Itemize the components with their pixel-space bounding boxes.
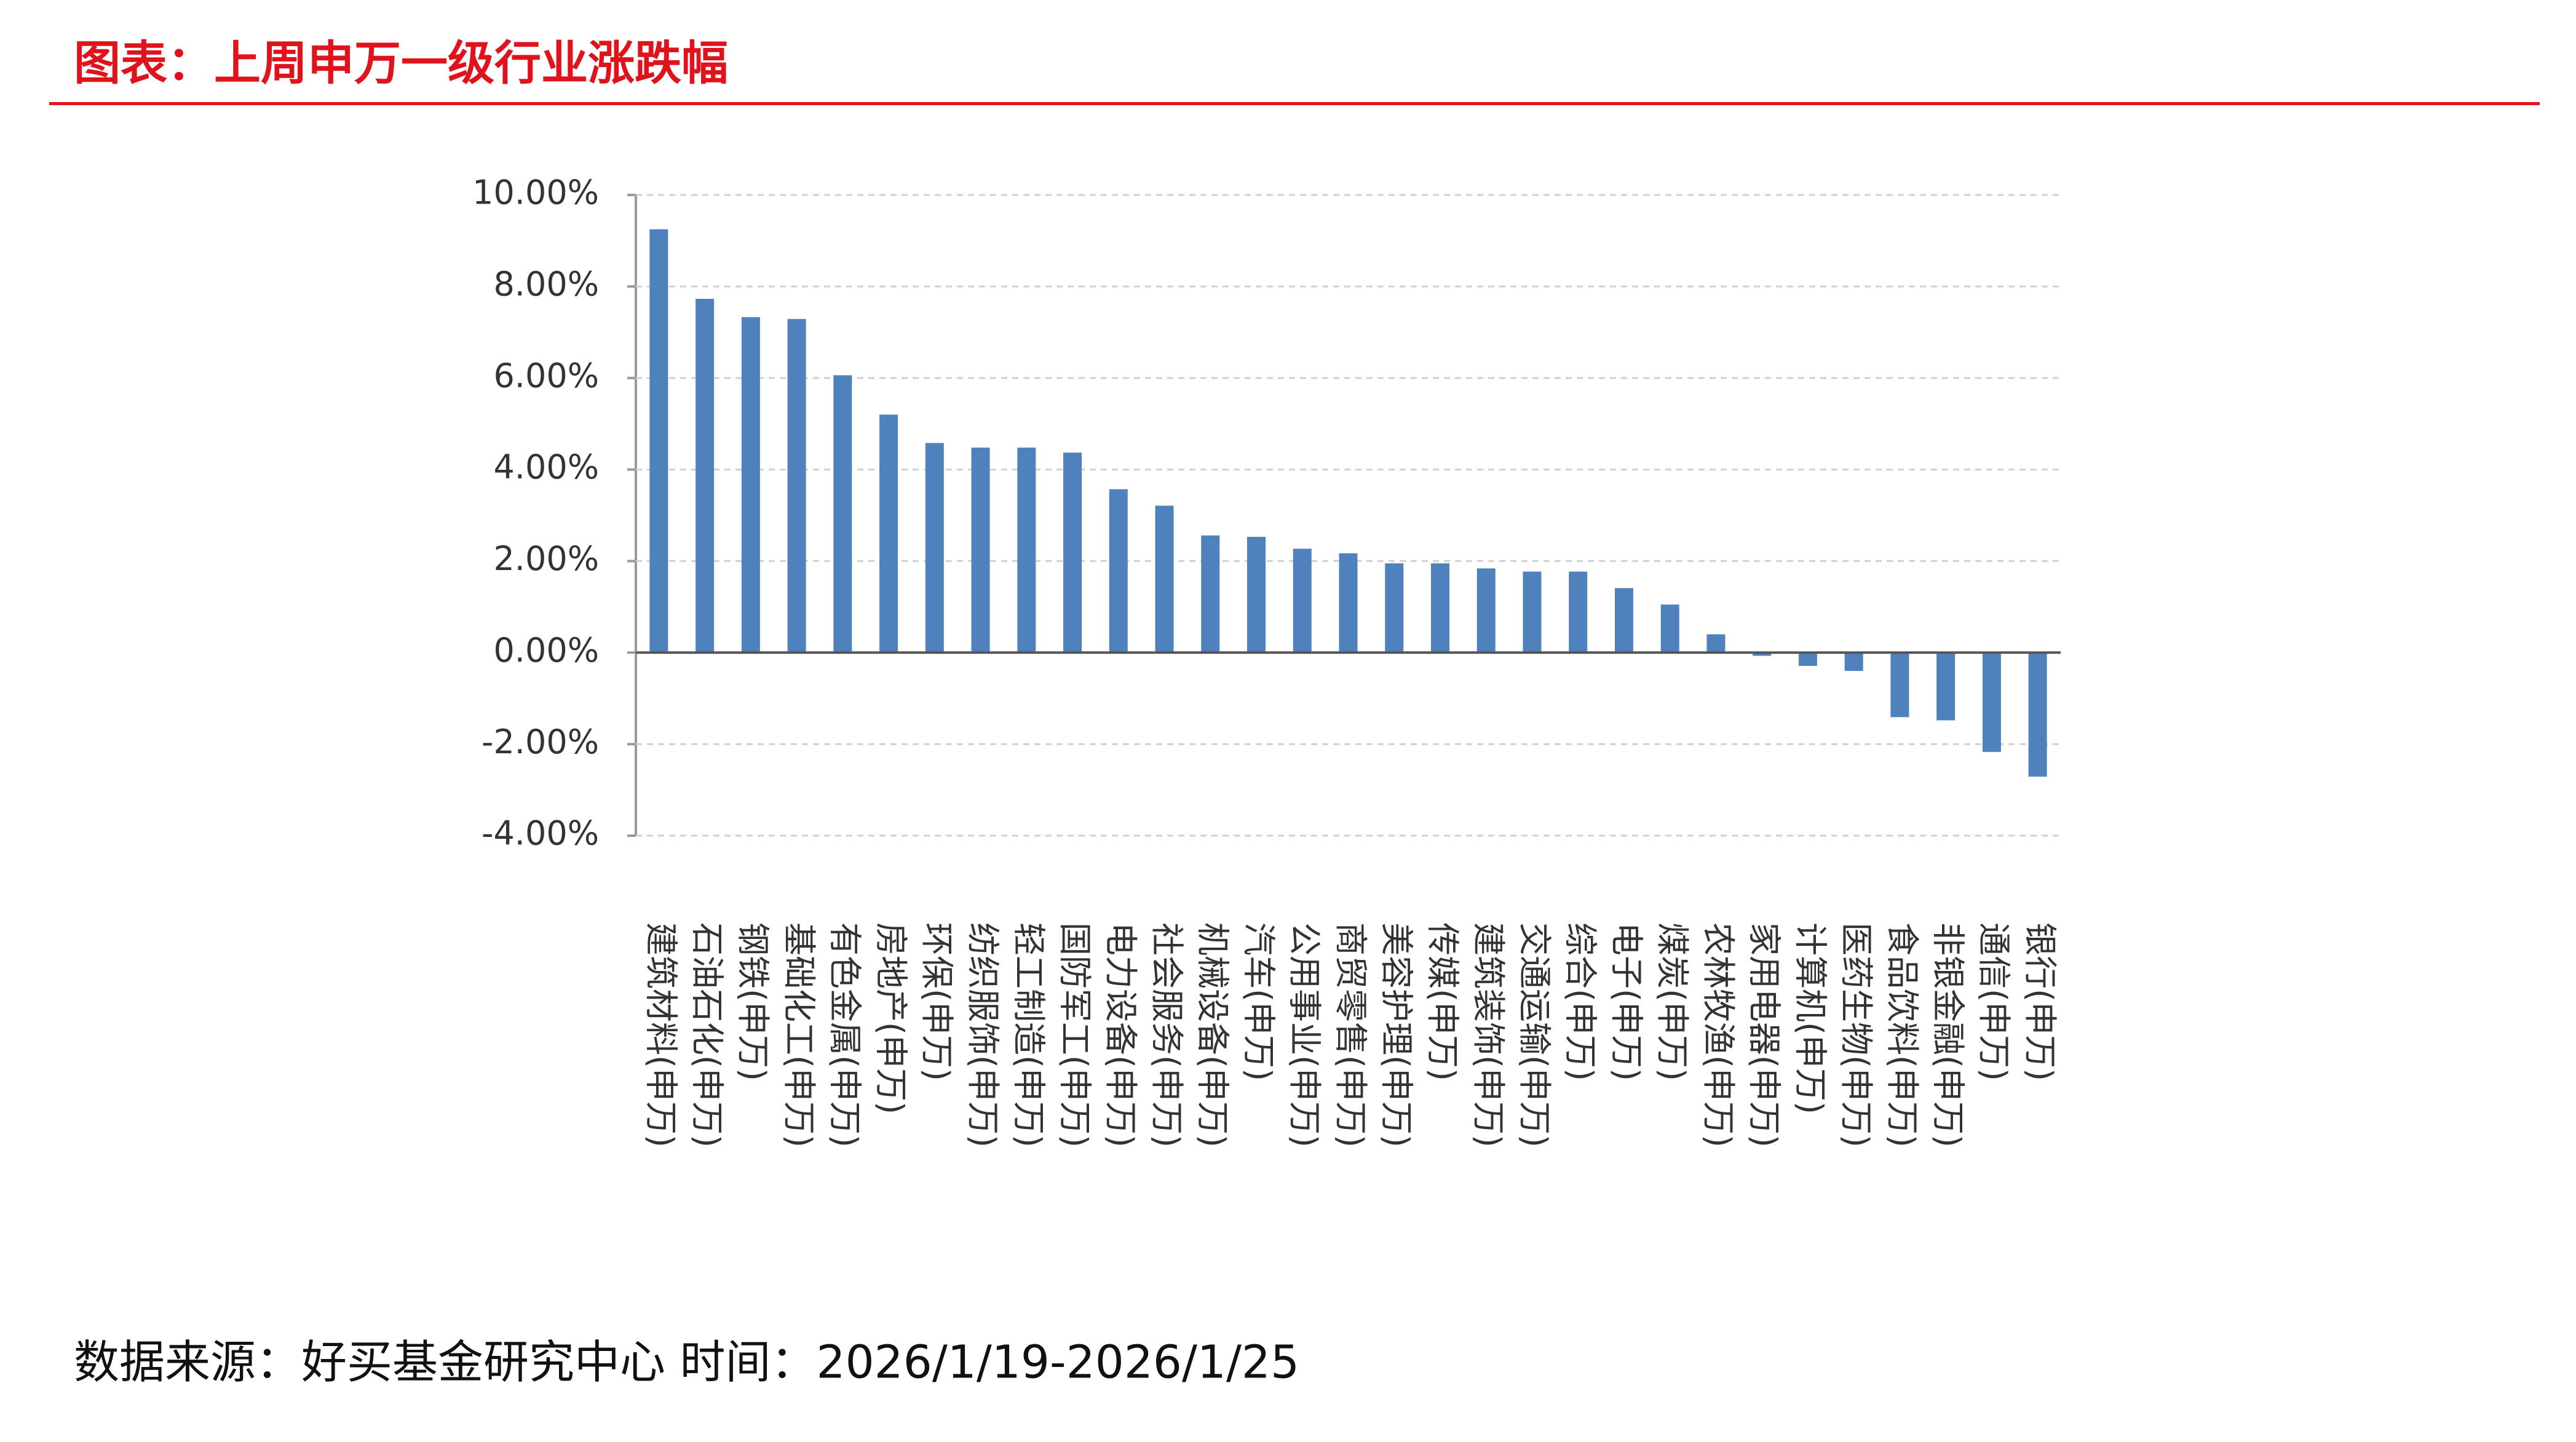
x-tick-label: 石油石化(申万) bbox=[688, 922, 726, 1147]
bar bbox=[1936, 652, 1956, 721]
bar bbox=[1476, 568, 1496, 653]
bar bbox=[696, 298, 715, 653]
x-tick-label: 轻工制造(申万) bbox=[1010, 922, 1048, 1147]
bar bbox=[1890, 652, 1909, 718]
x-tick-label: 纺织服饰(申万) bbox=[964, 922, 1002, 1147]
x-tick-label: 传媒(申万) bbox=[1423, 922, 1462, 1081]
x-tick-label: 国防军工(申万) bbox=[1055, 922, 1094, 1147]
bar bbox=[971, 447, 990, 653]
y-tick-label: 4.00% bbox=[493, 448, 599, 486]
bar bbox=[1706, 634, 1726, 653]
x-tick-label: 通信(申万) bbox=[1975, 922, 2013, 1081]
bar bbox=[925, 443, 944, 653]
x-tick-label: 交通运输(申万) bbox=[1515, 922, 1554, 1147]
bar bbox=[1339, 553, 1358, 653]
x-tick-label: 建筑材料(申万) bbox=[642, 922, 681, 1147]
bar bbox=[1155, 505, 1174, 653]
bar bbox=[1614, 588, 1633, 653]
bar bbox=[741, 317, 760, 653]
x-tick-label: 社会服务(申万) bbox=[1147, 922, 1186, 1147]
y-tick-label: 2.00% bbox=[493, 539, 599, 578]
y-tick-label: 6.00% bbox=[493, 356, 599, 395]
x-tick-label: 商贸零售(申万) bbox=[1331, 922, 1370, 1147]
x-tick-label: 家用电器(申万) bbox=[1745, 922, 1784, 1147]
bar bbox=[1385, 563, 1404, 653]
bar bbox=[1982, 652, 2001, 752]
bar bbox=[1753, 652, 1772, 656]
bar bbox=[879, 414, 898, 653]
x-tick-label: 煤炭(申万) bbox=[1653, 922, 1692, 1081]
bar bbox=[1247, 536, 1266, 653]
bar bbox=[1798, 652, 1817, 666]
x-tick-label: 美容护理(申万) bbox=[1377, 922, 1416, 1147]
y-tick-label: 8.00% bbox=[493, 264, 599, 303]
x-tick-label: 汽车(申万) bbox=[1239, 922, 1278, 1081]
y-tick-label: 0.00% bbox=[493, 631, 599, 670]
x-tick-label: 非银金融(申万) bbox=[1929, 922, 1968, 1147]
bar bbox=[1109, 489, 1128, 653]
x-tick-label: 机械设备(申万) bbox=[1194, 922, 1232, 1147]
x-tick-label: 环保(申万) bbox=[917, 922, 956, 1081]
source-note: 数据来源：好买基金研究中心 时间：2026/1/19-2026/1/25 bbox=[74, 1336, 1299, 1389]
x-tick-label: 电力设备(申万) bbox=[1101, 922, 1140, 1147]
chart-title: 图表：上周申万一级行业涨跌幅 bbox=[74, 36, 728, 90]
bar bbox=[649, 229, 668, 653]
y-tick-label: -2.00% bbox=[482, 723, 599, 761]
bar bbox=[787, 319, 806, 653]
bar bbox=[1063, 453, 1082, 653]
x-tick-label: 公用事业(申万) bbox=[1285, 922, 1324, 1147]
x-tick-label: 电子(申万) bbox=[1607, 922, 1646, 1081]
y-tick-label: -4.00% bbox=[482, 814, 599, 853]
x-tick-label: 银行(申万) bbox=[2021, 922, 2059, 1081]
x-tick-label: 食品饮料(申万) bbox=[1883, 922, 1922, 1147]
bar bbox=[1017, 447, 1036, 653]
x-tick-label: 综合(申万) bbox=[1561, 922, 1600, 1081]
bar bbox=[2028, 652, 2047, 777]
bar bbox=[833, 375, 852, 653]
bar bbox=[1201, 535, 1220, 653]
bar bbox=[1293, 549, 1312, 653]
x-tick-label: 建筑装饰(申万) bbox=[1469, 922, 1508, 1147]
x-tick-label: 计算机(申万) bbox=[1791, 922, 1829, 1114]
bar bbox=[1569, 571, 1588, 653]
x-tick-label: 医药生物(申万) bbox=[1837, 922, 1876, 1147]
x-tick-label: 有色金属(申万) bbox=[826, 922, 865, 1147]
x-tick-label: 基础化工(申万) bbox=[780, 922, 818, 1147]
x-tick-label: 农林牧渔(申万) bbox=[1699, 922, 1738, 1147]
bar bbox=[1523, 571, 1542, 653]
title-rule bbox=[49, 102, 2540, 105]
bar bbox=[1660, 604, 1679, 653]
x-tick-label: 房地产(申万) bbox=[871, 922, 910, 1114]
y-tick-label: 10.00% bbox=[472, 173, 599, 212]
bar bbox=[1844, 652, 1863, 671]
x-tick-label: 钢铁(申万) bbox=[734, 922, 772, 1081]
bar bbox=[1430, 563, 1449, 653]
